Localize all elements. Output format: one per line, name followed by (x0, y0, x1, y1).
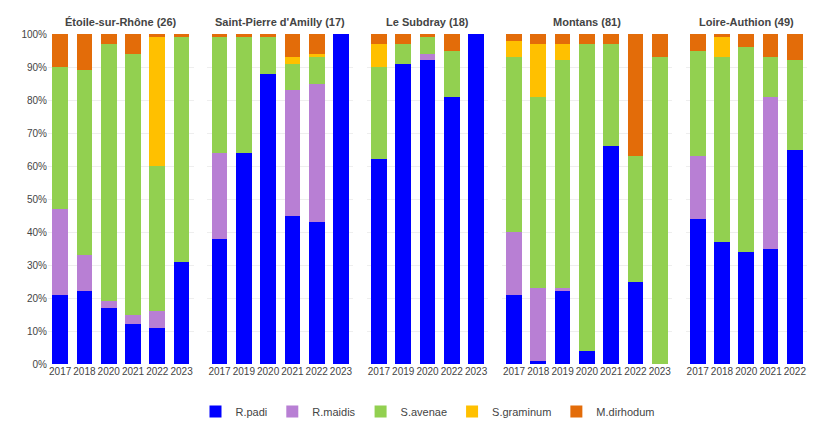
svg-text:2020: 2020 (416, 366, 439, 377)
svg-text:2017: 2017 (208, 366, 231, 377)
svg-text:Montans (81): Montans (81) (553, 16, 621, 28)
svg-text:2023: 2023 (170, 366, 193, 377)
svg-text:2018: 2018 (73, 366, 96, 377)
svg-text:S.graminum: S.graminum (492, 406, 551, 418)
svg-text:90%: 90% (27, 62, 47, 73)
svg-text:70%: 70% (27, 128, 47, 139)
svg-text:S.avenae: S.avenae (401, 406, 447, 418)
svg-text:2018: 2018 (711, 366, 734, 377)
svg-text:2022: 2022 (784, 366, 807, 377)
svg-text:M.dirhodum: M.dirhodum (596, 406, 654, 418)
svg-text:2022: 2022 (146, 366, 169, 377)
svg-text:80%: 80% (27, 95, 47, 106)
svg-text:2019: 2019 (392, 366, 415, 377)
svg-text:2017: 2017 (368, 366, 391, 377)
svg-text:2023: 2023 (465, 366, 488, 377)
svg-text:2018: 2018 (527, 366, 550, 377)
svg-text:2019: 2019 (551, 366, 574, 377)
svg-text:2021: 2021 (600, 366, 623, 377)
svg-text:2021: 2021 (759, 366, 782, 377)
svg-text:2023: 2023 (330, 366, 353, 377)
svg-text:2020: 2020 (257, 366, 280, 377)
svg-text:2022: 2022 (624, 366, 647, 377)
svg-text:30%: 30% (27, 260, 47, 271)
svg-text:Étoile-sur-Rhône (26): Étoile-sur-Rhône (26) (65, 16, 177, 28)
svg-text:60%: 60% (27, 161, 47, 172)
svg-text:2022: 2022 (441, 366, 464, 377)
svg-text:2020: 2020 (98, 366, 121, 377)
svg-text:10%: 10% (27, 326, 47, 337)
svg-text:2021: 2021 (281, 366, 304, 377)
svg-text:Le Subdray (18): Le Subdray (18) (386, 16, 469, 28)
svg-text:2020: 2020 (576, 366, 599, 377)
svg-text:50%: 50% (27, 194, 47, 205)
svg-text:R.padi: R.padi (236, 406, 268, 418)
svg-text:2017: 2017 (49, 366, 72, 377)
svg-text:Saint-Pierre d'Amilly (17): Saint-Pierre d'Amilly (17) (215, 16, 345, 28)
svg-text:2022: 2022 (306, 366, 329, 377)
svg-text:2017: 2017 (503, 366, 526, 377)
svg-text:2021: 2021 (122, 366, 145, 377)
svg-text:2019: 2019 (233, 366, 256, 377)
svg-text:20%: 20% (27, 293, 47, 304)
svg-text:2023: 2023 (649, 366, 672, 377)
svg-text:Loire-Authion (49): Loire-Authion (49) (699, 16, 794, 28)
svg-text:R.maidis: R.maidis (312, 406, 355, 418)
svg-text:0%: 0% (33, 359, 48, 370)
svg-text:2017: 2017 (687, 366, 710, 377)
svg-text:40%: 40% (27, 227, 47, 238)
svg-text:100%: 100% (21, 29, 47, 40)
svg-text:2020: 2020 (735, 366, 758, 377)
